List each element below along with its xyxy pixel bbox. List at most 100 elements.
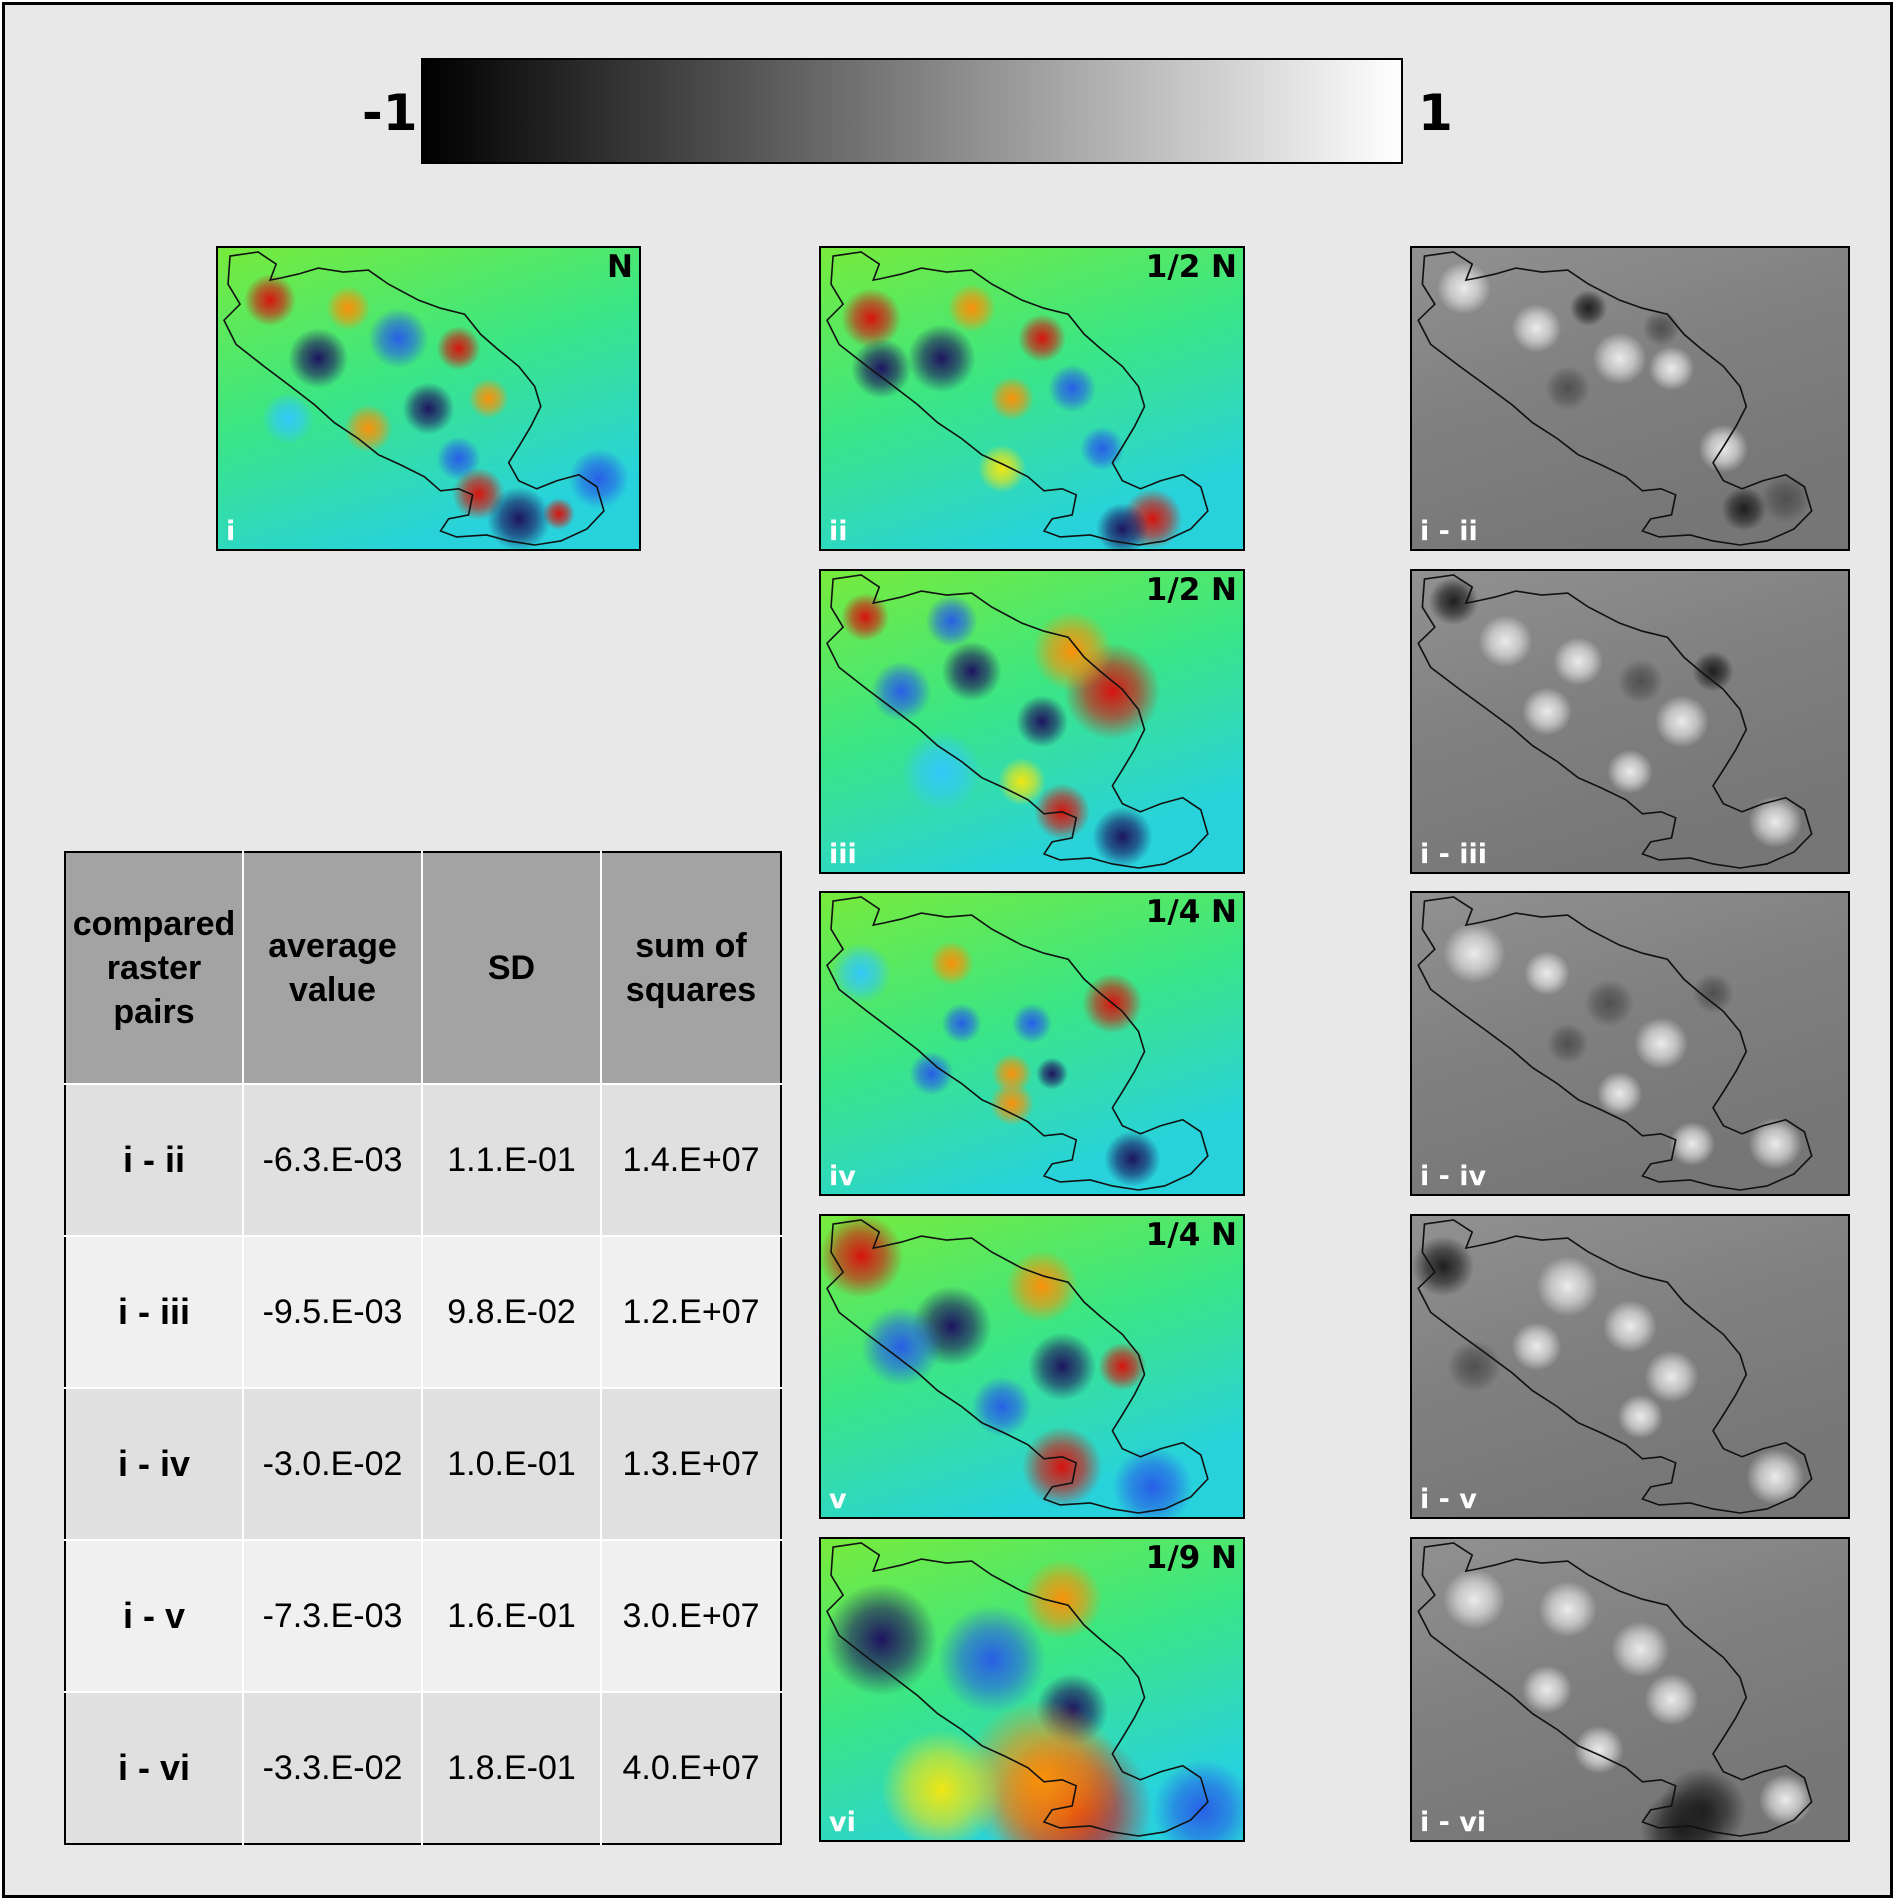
heatmap-panel-v: 1/4 N v bbox=[819, 1214, 1245, 1519]
panel-iii-id-label: iii bbox=[829, 839, 857, 870]
raster-blob bbox=[1478, 615, 1533, 668]
heatmap-panel-iii: 1/2 N iii bbox=[819, 569, 1245, 874]
raster-blob bbox=[468, 378, 509, 419]
panel-v-sample-label: 1/4 N bbox=[1145, 1217, 1237, 1253]
raster-image bbox=[1412, 893, 1848, 1194]
cell-sum-of-squares: 1.2.E+07 bbox=[600, 1235, 781, 1389]
cell-average: -9.5.E-03 bbox=[242, 1235, 423, 1389]
table-row: i - vi -3.3.E-02 1.8.E-01 4.0.E+07 bbox=[65, 1691, 781, 1844]
raster-blob bbox=[1511, 304, 1562, 353]
cell-pair: i - v bbox=[65, 1539, 244, 1693]
raster-blob bbox=[344, 404, 393, 453]
heatmap-panel-iv: 1/4 N iv bbox=[819, 891, 1245, 1196]
raster-blob bbox=[1698, 424, 1749, 473]
raster-blob bbox=[1748, 795, 1803, 848]
island-outline bbox=[826, 896, 1209, 1191]
raster-blob bbox=[947, 284, 996, 333]
raster-blob bbox=[1412, 1236, 1475, 1297]
raster-blob bbox=[1536, 1256, 1599, 1317]
difference-panel-i-ii: i - ii bbox=[1410, 246, 1850, 551]
island-outline bbox=[1417, 251, 1813, 546]
raster-blob bbox=[929, 941, 974, 986]
raster-image bbox=[821, 571, 1243, 872]
heatmap-panel-vi: 1/9 N vi bbox=[819, 1537, 1245, 1842]
raster-blob bbox=[841, 288, 902, 349]
island-outline bbox=[826, 1219, 1209, 1514]
difference-panel-i-iv-label: i - iv bbox=[1420, 1161, 1487, 1192]
header-sum-of-squares: sum of squares bbox=[600, 852, 781, 1085]
difference-panel-i-iii: i - iii bbox=[1410, 569, 1850, 874]
raster-blob bbox=[542, 497, 575, 530]
cell-sum-of-squares: 1.3.E+07 bbox=[600, 1387, 781, 1541]
raster-blob bbox=[486, 486, 551, 549]
raster-blob bbox=[1721, 486, 1768, 531]
raster-image bbox=[1412, 1539, 1848, 1840]
table-row: i - iii -9.5.E-03 9.8.E-02 1.2.E+07 bbox=[65, 1235, 781, 1389]
raster-blob bbox=[1596, 1071, 1643, 1116]
table-row: i - v -7.3.E-03 1.6.E-01 3.0.E+07 bbox=[65, 1539, 781, 1693]
raster-image bbox=[821, 1216, 1243, 1517]
raster-blob bbox=[1021, 1426, 1103, 1507]
raster-blob bbox=[1036, 1057, 1069, 1090]
raster-blob bbox=[881, 1729, 1002, 1840]
panel-ii-id-label: ii bbox=[829, 516, 848, 547]
island-outline bbox=[1417, 1542, 1813, 1837]
raster-image bbox=[1412, 248, 1848, 549]
raster-blob bbox=[1017, 314, 1067, 363]
table-header-row: compared raster pairs average value SD s… bbox=[65, 852, 781, 1085]
raster-blob bbox=[262, 392, 315, 445]
raster-blob bbox=[1746, 1448, 1805, 1505]
cell-sum-of-squares: 3.0.E+07 bbox=[600, 1539, 781, 1693]
difference-panel-i-vi: i - vi bbox=[1410, 1537, 1850, 1842]
table-row: i - iv -3.0.E-02 1.0.E-01 1.3.E+07 bbox=[65, 1387, 781, 1541]
raster-image bbox=[218, 248, 639, 549]
raster-blob bbox=[989, 1081, 1035, 1126]
difference-panel-i-v: i - v bbox=[1410, 1214, 1850, 1519]
cell-sd: 9.8.E-02 bbox=[421, 1235, 602, 1389]
raster-blob bbox=[1611, 1621, 1670, 1678]
raster-blob bbox=[991, 1053, 1032, 1094]
raster-blob bbox=[841, 593, 890, 642]
panel-i-id-label: i bbox=[226, 516, 236, 547]
raster-blob bbox=[1436, 262, 1491, 315]
panel-vi-id-label: vi bbox=[829, 1807, 856, 1838]
difference-panel-i-iv: i - iv bbox=[1410, 891, 1850, 1196]
difference-panel-i-iii-label: i - iii bbox=[1420, 839, 1488, 870]
raster-blob bbox=[1104, 1130, 1161, 1187]
raster-blob bbox=[1005, 1250, 1079, 1323]
raster-blob bbox=[326, 286, 371, 331]
header-average-value: average value bbox=[242, 852, 423, 1085]
raster-blob bbox=[997, 757, 1047, 806]
island-outline bbox=[826, 251, 1209, 546]
cell-average: -3.0.E-02 bbox=[242, 1387, 423, 1541]
raster-blob bbox=[1634, 1017, 1689, 1070]
raster-blob bbox=[1544, 366, 1591, 411]
raster-blob bbox=[971, 1376, 1032, 1437]
colorbar-min-label: -1 bbox=[362, 84, 418, 142]
raster-blob bbox=[925, 595, 978, 648]
raster-blob bbox=[1027, 1332, 1097, 1401]
raster-blob bbox=[1443, 923, 1506, 984]
raster-blob bbox=[1524, 951, 1570, 996]
raster-blob bbox=[901, 731, 982, 812]
colorbar bbox=[421, 58, 1403, 164]
raster-blob bbox=[1654, 695, 1709, 748]
raster-blob bbox=[1021, 1559, 1103, 1640]
island-outline bbox=[223, 251, 605, 546]
raster-blob bbox=[1758, 1773, 1813, 1826]
raster-blob bbox=[1617, 1394, 1664, 1439]
table-row: i - ii -6.3.E-03 1.1.E-01 1.4.E+07 bbox=[65, 1083, 781, 1237]
raster-blob bbox=[1098, 1342, 1147, 1391]
raster-blob bbox=[568, 448, 629, 509]
raster-blob bbox=[1648, 346, 1695, 391]
cell-sd: 1.6.E-01 bbox=[421, 1539, 602, 1693]
heatmap-panel-ii: 1/2 N ii bbox=[819, 246, 1245, 551]
raster-blob bbox=[1080, 426, 1125, 471]
raster-blob bbox=[1603, 1300, 1657, 1353]
raster-blob bbox=[937, 1605, 1047, 1714]
island-outline bbox=[1417, 1219, 1813, 1514]
raster-blob bbox=[1692, 973, 1734, 1014]
raster-image bbox=[821, 248, 1243, 549]
comparison-statistics-table: compared raster pairs average value SD s… bbox=[64, 851, 782, 1845]
